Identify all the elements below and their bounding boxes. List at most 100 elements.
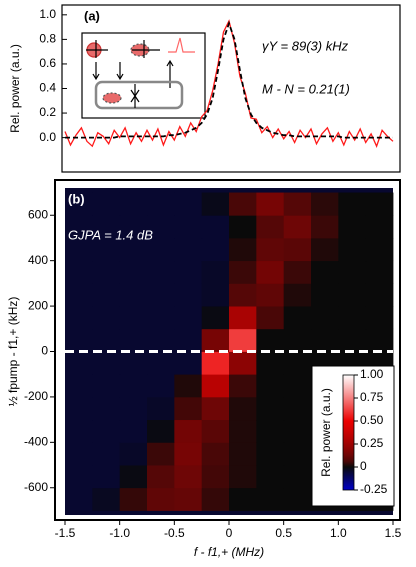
heatmap-cell — [65, 260, 93, 284]
heatmap-cell — [229, 215, 257, 239]
heatmap-cell — [147, 328, 175, 352]
heatmap-cell — [65, 487, 93, 511]
y-tick-label: 0.2 — [39, 105, 56, 119]
heatmap-cell — [201, 351, 230, 375]
heatmap-cell — [283, 374, 312, 398]
heatmap-cell — [256, 419, 285, 443]
heatmap-cell — [256, 374, 285, 398]
heatmap-cell — [92, 351, 121, 375]
heatmap-cell — [92, 419, 121, 443]
heatmap-cell — [174, 237, 203, 262]
heatmap-cell — [147, 465, 175, 489]
heatmap-cell — [256, 351, 285, 375]
heatmap-cell — [229, 419, 257, 443]
heatmap-cell — [147, 442, 175, 466]
heatmap-cell — [229, 283, 257, 307]
heatmap-cell — [283, 215, 312, 239]
heatmap-cell — [256, 306, 285, 330]
colorbar-tick-label: 0.75 — [360, 390, 384, 404]
heatmap-cell — [92, 328, 121, 352]
heatmap-cell — [229, 192, 257, 216]
y-tick-label: -600 — [24, 480, 48, 494]
heatmap-cell — [147, 215, 175, 239]
heatmap-cell — [174, 487, 203, 511]
heatmap-cell — [174, 215, 203, 239]
heatmap-cell — [201, 396, 230, 421]
heatmap-cell — [229, 328, 257, 352]
heatmap-cell — [229, 237, 257, 262]
y-tick-label: 400 — [28, 253, 48, 267]
heatmap-cell — [147, 487, 175, 511]
heatmap-cell — [147, 283, 175, 307]
heatmap-cell — [174, 396, 203, 421]
heatmap-cell — [174, 351, 203, 375]
x-axis-title: f - f1,+ (MHz) — [194, 545, 264, 559]
heatmap-cell — [174, 374, 203, 398]
heatmap-cell — [92, 283, 121, 307]
y-tick-label: 0 — [41, 344, 48, 358]
heatmap-cell — [92, 487, 121, 511]
heatmap-cell — [256, 283, 285, 307]
heatmap-cell — [201, 419, 230, 443]
heatmap-cell — [201, 260, 230, 284]
heatmap-cell — [92, 260, 121, 284]
heatmap-cell — [65, 306, 93, 330]
y-tick-label: 200 — [28, 298, 48, 312]
y-tick-label: 1.0 — [39, 7, 56, 21]
heatmap-cell — [65, 283, 93, 307]
heatmap-cell — [311, 306, 339, 330]
x-tick-label: 0.5 — [275, 526, 292, 540]
heatmap-cell — [283, 306, 312, 330]
heatmap-cell — [119, 396, 148, 421]
heatmap-cell — [92, 215, 121, 239]
heatmap-cell — [283, 283, 312, 307]
colorbar-tick-label: 0.25 — [360, 436, 384, 450]
colorbar-title: Rel. power (a.u.) — [319, 388, 333, 477]
heatmap-cell — [365, 260, 394, 284]
heatmap-cell — [119, 260, 148, 284]
heatmap-cell — [338, 306, 367, 330]
x-tick-label: -1.5 — [55, 526, 76, 540]
heatmap-cell — [174, 465, 203, 489]
heatmap-cell — [92, 192, 121, 216]
heatmap-cell — [92, 442, 121, 466]
heatmap-cell — [283, 351, 312, 375]
heatmap-cell — [65, 396, 93, 421]
heatmap-cell — [229, 306, 257, 330]
heatmap-cell — [201, 237, 230, 262]
heatmap-cell — [229, 442, 257, 466]
heatmap-cell — [365, 306, 394, 330]
heatmap-cell — [147, 192, 175, 216]
heatmap-cell — [256, 487, 285, 511]
heatmap-cell — [174, 442, 203, 466]
heatmap-cell — [119, 487, 148, 511]
heatmap-cell — [201, 465, 230, 489]
heatmap-cell — [92, 306, 121, 330]
heatmap-cell — [119, 351, 148, 375]
heatmap-cell — [147, 351, 175, 375]
heatmap-cell — [256, 215, 285, 239]
heatmap-cell — [65, 374, 93, 398]
heatmap-cell — [229, 260, 257, 284]
heatmap-cell — [283, 396, 312, 421]
heatmap-cell — [311, 215, 339, 239]
heatmap-cell — [92, 374, 121, 398]
heatmap-cell — [147, 396, 175, 421]
heatmap-cell — [147, 237, 175, 262]
annotation: GJPA = 1.4 dB — [68, 227, 153, 242]
heatmap-cell — [201, 328, 230, 352]
series-line — [65, 20, 393, 139]
heatmap-cell — [311, 328, 339, 352]
heatmap-cell — [256, 328, 285, 352]
heatmap-cell — [147, 306, 175, 330]
y-tick-label: -400 — [24, 435, 48, 449]
x-tick-label: 1.5 — [385, 526, 402, 540]
heatmap-cell — [229, 374, 257, 398]
x-tick-label: -1.0 — [109, 526, 130, 540]
heatmap-cell — [147, 260, 175, 284]
heatmap-cell — [92, 396, 121, 421]
heatmap-cell — [65, 419, 93, 443]
heatmap-cell — [338, 237, 367, 262]
